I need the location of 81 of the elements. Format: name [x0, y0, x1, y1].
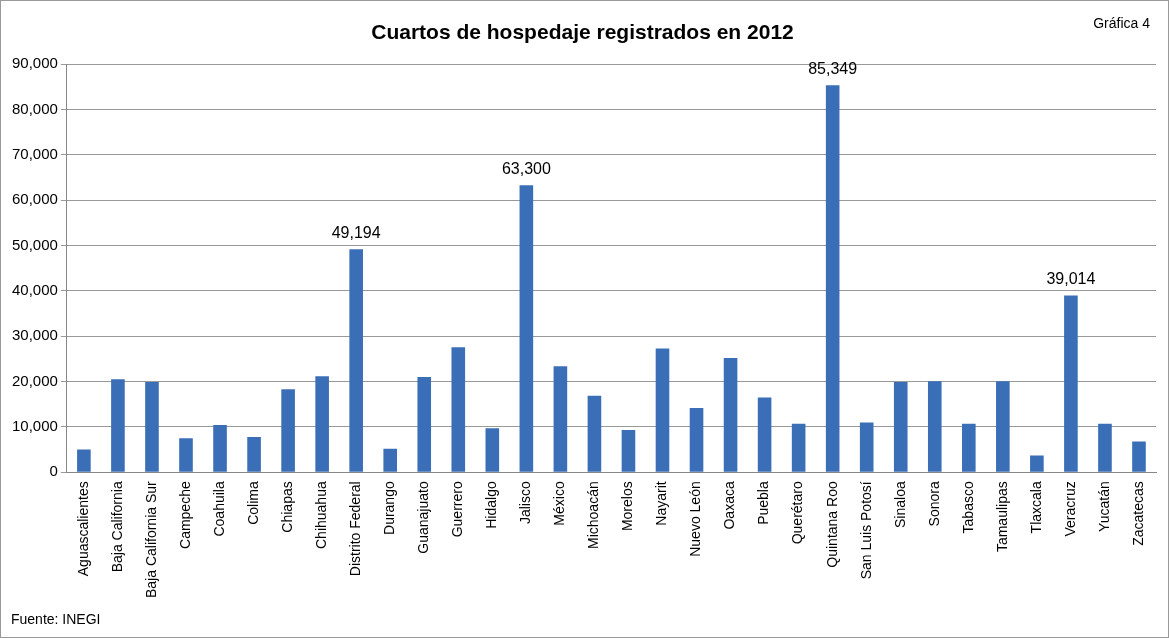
bar	[587, 395, 602, 472]
x-tick-label: Guanajuato	[415, 481, 432, 554]
x-tick-label: Veracruz	[1061, 481, 1078, 537]
bar	[519, 185, 534, 472]
x-tick-label: Coahuila	[210, 481, 227, 537]
bar	[962, 423, 976, 472]
bar	[179, 438, 193, 472]
x-tick-label: Durango	[381, 481, 398, 535]
bar	[553, 366, 568, 472]
data-label: 63,300	[501, 159, 551, 177]
x-tick-label: Tamaulipas	[993, 481, 1010, 553]
x-tick-label: Zacatecas	[1129, 481, 1146, 546]
y-tick-label: 10,000	[11, 417, 58, 435]
y-tick-label: 70,000	[11, 145, 58, 163]
x-tick-label: Nayarit	[653, 481, 670, 526]
x-tick-label: Chihuahua	[313, 481, 329, 550]
x-tick-label: Oaxaca	[721, 481, 738, 530]
x-tick-label: Tabasco	[959, 481, 976, 534]
x-tick-label: Chiapas	[278, 481, 295, 533]
bar	[927, 381, 942, 472]
y-tick-label: 80,000	[11, 99, 58, 117]
y-tick-label: 30,000	[11, 326, 58, 344]
bar	[723, 358, 738, 472]
bar	[315, 376, 329, 472]
y-tick-label: 20,000	[11, 371, 58, 389]
x-tick-label: Campeche	[176, 481, 193, 549]
y-tick-label: 60,000	[11, 190, 58, 208]
x-tick-label: San Luis Potosí	[857, 481, 874, 580]
bar	[689, 407, 704, 472]
x-tick-label: Hidalgo	[483, 481, 500, 529]
bar	[893, 382, 908, 472]
bar	[145, 382, 159, 472]
bar	[1064, 295, 1078, 472]
bar	[213, 425, 227, 472]
x-tick-label: Baja California Sur	[142, 480, 159, 599]
bar	[655, 348, 670, 472]
bar	[485, 428, 500, 472]
bar	[996, 381, 1010, 472]
x-tick-label: Michoacán	[585, 481, 602, 549]
x-tick-label: Colima	[244, 481, 261, 525]
bar	[757, 397, 772, 472]
bar	[77, 449, 91, 472]
y-tick-label: 40,000	[11, 281, 58, 299]
x-tick-label: Sinaloa	[891, 481, 908, 528]
x-tick-label: Baja California	[108, 481, 125, 573]
x-tick-label: Tlaxcala	[1027, 481, 1044, 534]
x-tick-label: Morelos	[619, 481, 636, 532]
x-tick-label: Nuevo León	[687, 481, 704, 557]
data-label: 85,349	[808, 59, 858, 77]
data-label: 39,014	[1046, 269, 1096, 287]
bar	[417, 377, 432, 472]
y-tick-label: 90,000	[11, 54, 58, 72]
x-tick-label: México	[551, 481, 568, 526]
bar	[859, 422, 874, 472]
chart-title: Cuartos de hospedaje registrados en 2012	[371, 20, 794, 44]
bar	[281, 389, 295, 472]
x-tick-label: Jalisco	[517, 481, 534, 525]
x-tick-label: Sonora	[925, 481, 942, 527]
x-tick-label: Yucatán	[1095, 481, 1112, 532]
bar	[825, 85, 840, 472]
x-tick-label: Aguascalientes	[74, 481, 91, 577]
bar	[621, 430, 636, 472]
bar	[791, 423, 806, 472]
bar	[451, 347, 466, 472]
x-tick-label: Quintana Roo	[823, 481, 840, 568]
data-label: 49,194	[331, 223, 381, 241]
bar	[1132, 441, 1146, 472]
bar	[1030, 455, 1044, 472]
x-tick-label: Distrito Federal	[347, 481, 364, 577]
x-tick-label: Guerrero	[449, 481, 466, 538]
x-tick-label: Querétaro	[789, 481, 806, 545]
bar	[247, 436, 261, 472]
bar	[383, 448, 398, 472]
y-tick-label: 0	[49, 462, 58, 480]
text: Gráfica 4	[1093, 15, 1150, 31]
y-tick-label: 50,000	[11, 235, 58, 253]
bar	[1098, 423, 1112, 472]
bar	[349, 249, 363, 472]
source-note: Fuente: INEGI	[11, 611, 101, 627]
x-tick-label: Puebla	[755, 481, 772, 525]
bar	[111, 379, 125, 472]
